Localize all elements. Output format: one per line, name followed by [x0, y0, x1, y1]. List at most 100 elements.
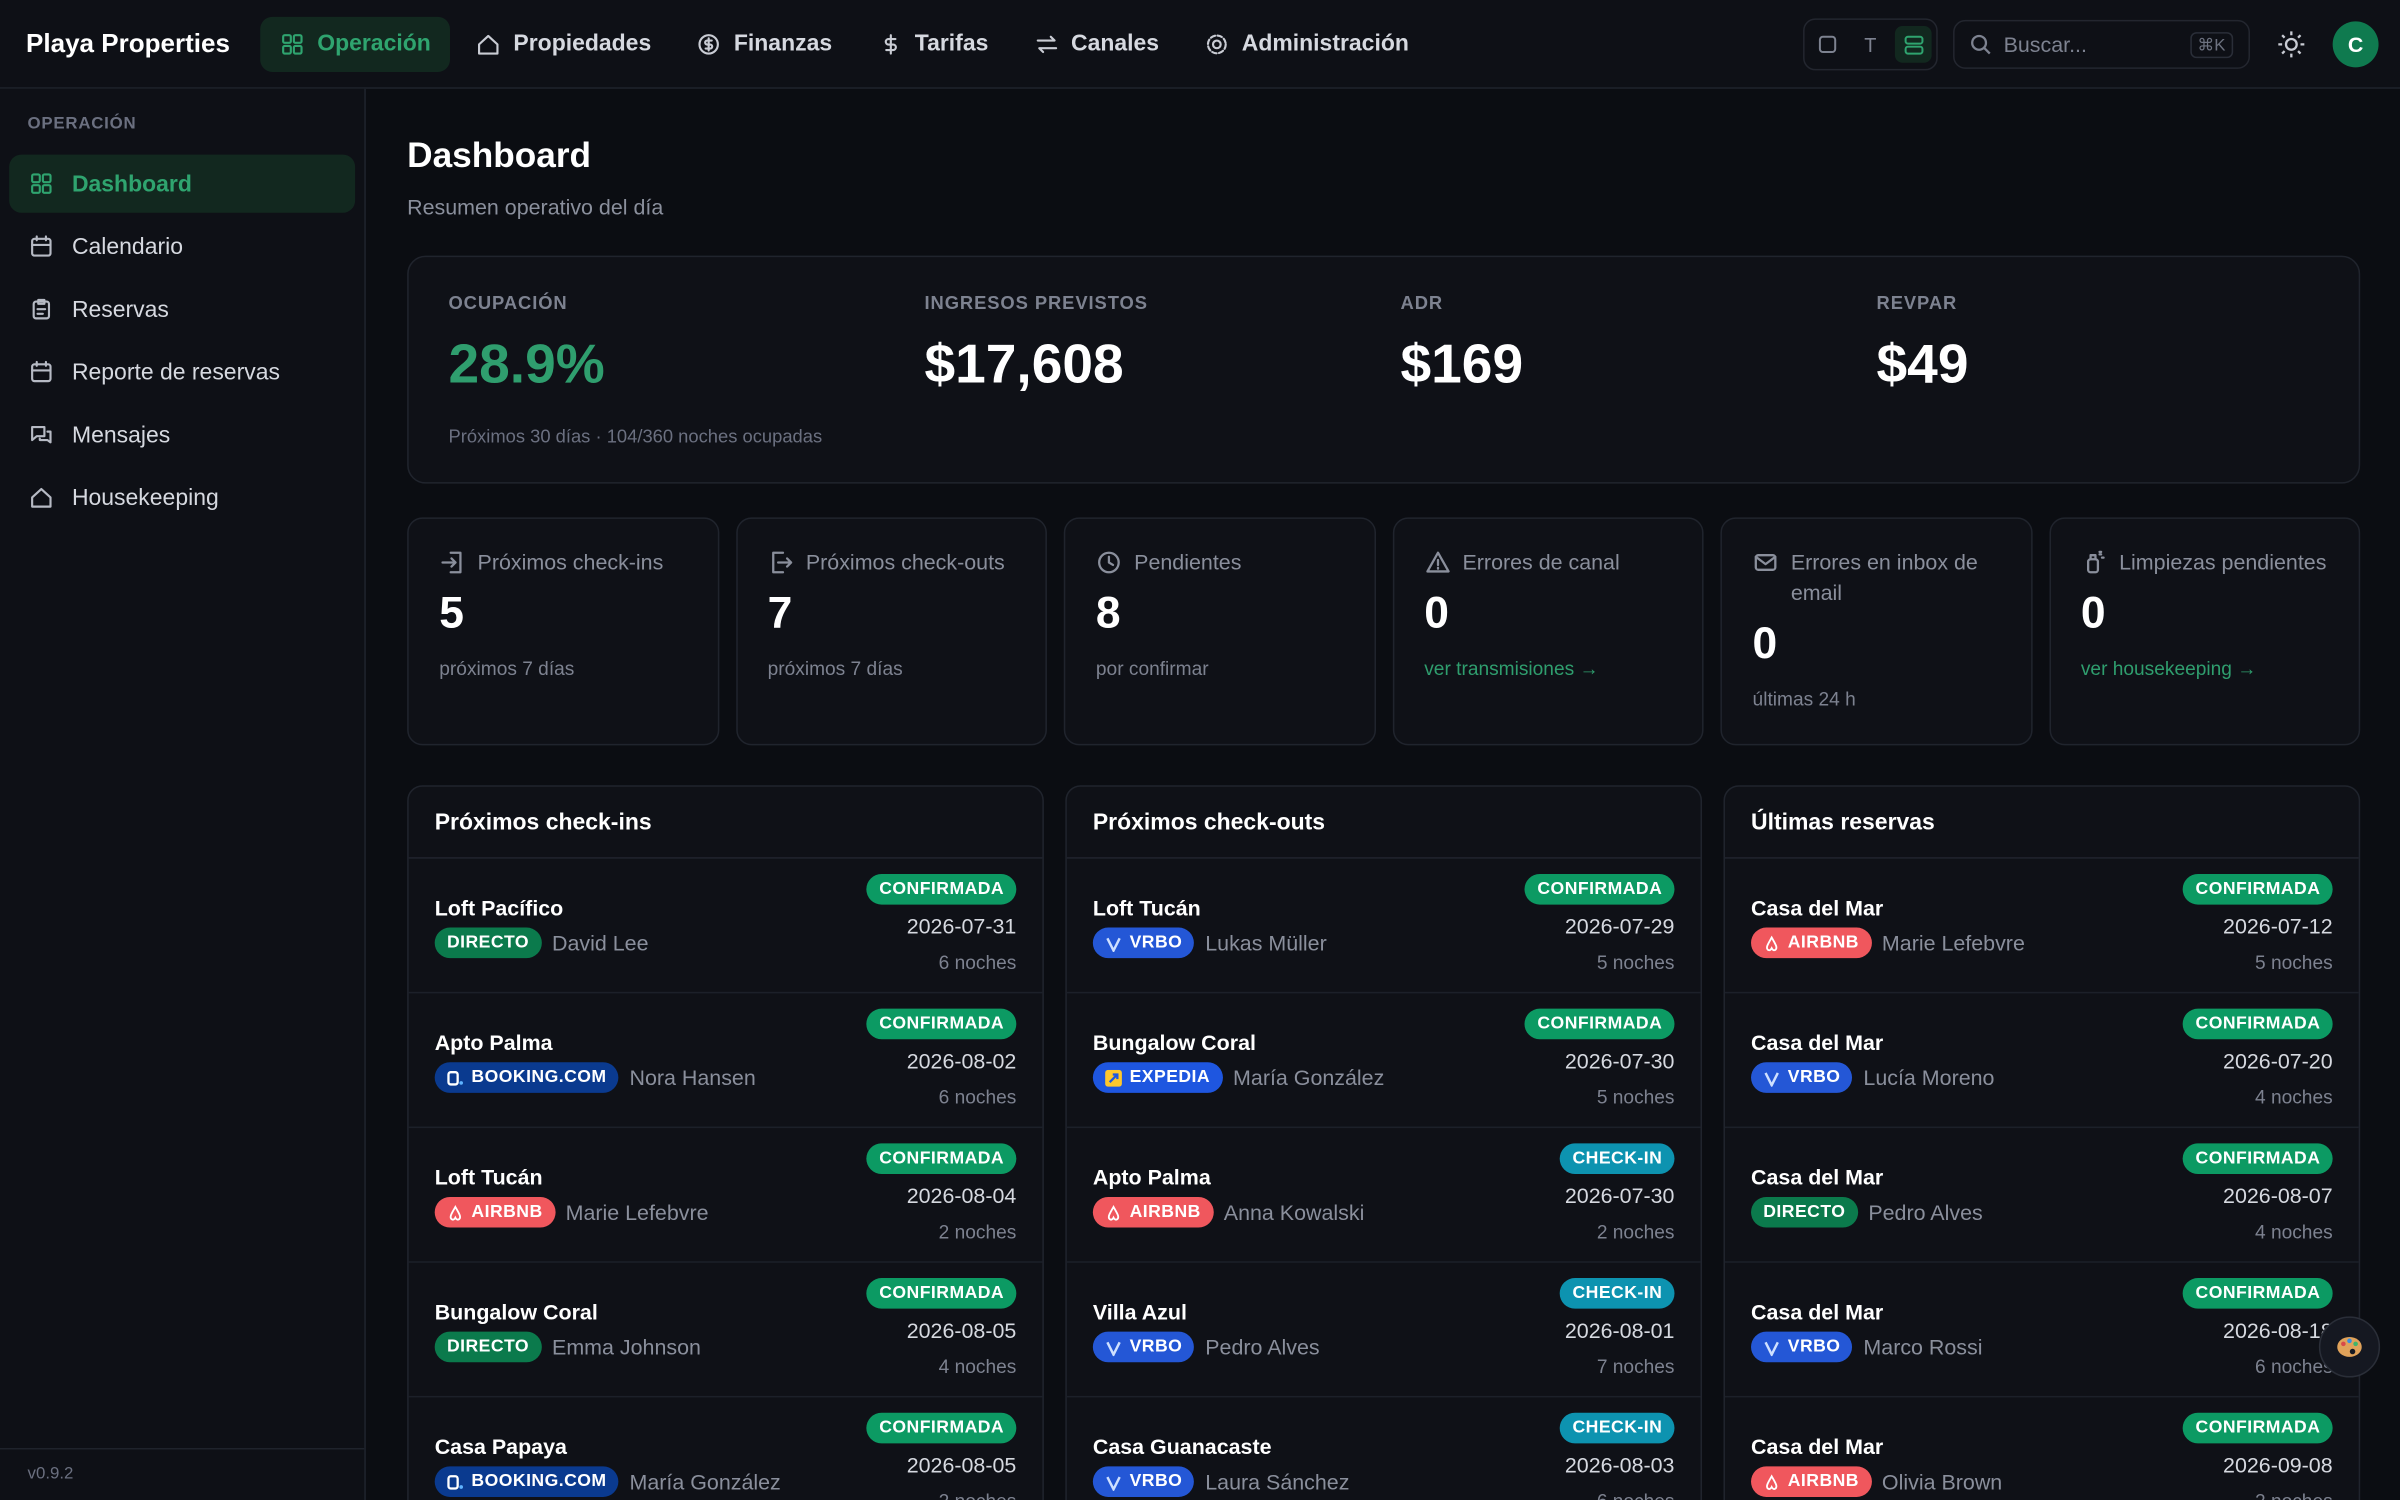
channel-icon	[1105, 1069, 1122, 1086]
reservation-row[interactable]: Casa del Mar VRBO Lucía Moreno CONFIRMADA 20…	[1724, 993, 2359, 1129]
sidebar-label: Calendario	[71, 233, 183, 260]
toggle-box[interactable]	[1809, 26, 1846, 63]
icon	[441, 551, 462, 574]
reservation-row[interactable]: Apto Palma BOOKING.COM Nora Hansen CONFIRMA…	[408, 993, 1043, 1129]
sidebar-item[interactable]: Calendario	[9, 217, 355, 275]
channel-badge: VRBO	[1751, 1062, 1853, 1093]
channel-line: EXPEDIA María González	[1092, 1062, 1384, 1093]
page-title: Dashboard	[407, 134, 592, 175]
guest: Emma Johnson	[552, 1334, 701, 1360]
nav-label: Administración	[1241, 30, 1409, 57]
palette-button[interactable]	[2318, 1316, 2381, 1378]
reservation-row[interactable]: Loft Tucán VRBO Lukas Müller CONFIRMADA 2026…	[1066, 859, 1701, 994]
nights: 5 noches	[1596, 952, 1675, 974]
channel-line: AIRBNB Marie Lefebvre	[434, 1196, 709, 1228]
stat-value: 0	[1424, 589, 1449, 639]
stat-card: Errores en inbox de email 0 últimas 24 h	[1720, 517, 2032, 746]
panels: Próximos check-ins Loft Pacífico DIRECTO Da…	[407, 785, 2361, 1500]
icon	[31, 360, 52, 383]
sidebar-section: OPERACIÓN	[27, 114, 137, 134]
panel-title: Próximos check-outs	[1066, 787, 1701, 859]
channel-name: AIRBNB	[1787, 1472, 1859, 1491]
channel-icon	[1764, 1071, 1779, 1086]
property: Casa del Mar	[1751, 1030, 1884, 1055]
channel-icon	[1764, 1341, 1779, 1356]
property: Bungalow Coral	[1092, 1030, 1256, 1055]
reservation-row[interactable]: Loft Tucán AIRBNB Marie Lefebvre CONFIRMADA…	[408, 1128, 1043, 1263]
reservation-row[interactable]: Casa Papaya BOOKING.COM María González CONF…	[409, 1397, 1043, 1500]
reservation-row[interactable]: Casa Guanacaste VRBO Laura Sánchez CHECK-IN…	[1067, 1397, 1701, 1500]
stat-link[interactable]: ver housekeeping →	[2080, 658, 2257, 680]
reservation-row[interactable]: Casa del Mar AIRBNB Olivia Brown CONFIRMADA…	[1725, 1397, 2359, 1500]
sidebar-item[interactable]: Reporte de reservas	[9, 343, 355, 401]
sidebar-label: Mensajes	[71, 421, 171, 448]
view-toggles: T	[1803, 18, 1938, 71]
nights: 4 noches	[938, 1356, 1017, 1378]
channel-icon	[1766, 1473, 1778, 1490]
channel-badge: AIRBNB	[1751, 1466, 1872, 1497]
channel-badge: DIRECTO	[1751, 1196, 1858, 1228]
reservation-row[interactable]: Casa del Mar VRBO Marco Rossi CONFIRMADA 202…	[1724, 1263, 2359, 1398]
status-badge: CONFIRMADA	[866, 1412, 1017, 1444]
channel-line: VRBO Pedro Alves	[1092, 1331, 1320, 1363]
toggle-layout[interactable]	[1894, 26, 1932, 63]
panel-title: Próximos check-ins	[408, 787, 1043, 859]
status-badge: CONFIRMADA	[2183, 873, 2333, 905]
reservation-row[interactable]: Apto Palma AIRBNB Anna Kowalski CHECK-IN 202…	[1066, 1128, 1701, 1263]
avatar[interactable]: C	[2332, 21, 2379, 68]
reservation-row[interactable]: Villa Azul VRBO Pedro Alves CHECK-IN 2026-08…	[1066, 1263, 1701, 1398]
nav-label: Propiedades	[513, 30, 652, 57]
channel-name: VRBO	[1129, 1472, 1183, 1491]
channel-line: DIRECTO Emma Johnson	[434, 1331, 701, 1363]
nav-item[interactable]: Propiedades	[457, 16, 671, 71]
toggle-text[interactable]: T	[1864, 32, 1877, 56]
channel-icon	[1106, 936, 1121, 952]
nav-item[interactable]: Tarifas	[858, 16, 1008, 71]
page-subtitle: Resumen operativo del día	[407, 194, 664, 219]
stat-note: próximos 7 días	[767, 658, 903, 680]
reservation-row[interactable]: Bungalow Coral EXPEDIA María González CONFI…	[1066, 993, 1701, 1129]
sidebar-item[interactable]: Mensajes	[9, 406, 355, 464]
stat-value: 0	[1752, 619, 1778, 669]
stat-label-row: Próximos check-outs	[768, 546, 1015, 577]
reservation-row[interactable]: Bungalow Coral DIRECTO Emma Johnson CONFIRM…	[408, 1263, 1043, 1398]
icon	[478, 34, 500, 54]
stat-card: Limpiezas pendientes 0 ver housekeeping →	[2048, 517, 2361, 746]
brand[interactable]: Playa Properties	[26, 28, 230, 58]
stat-link[interactable]: ver transmisiones →	[1424, 658, 1599, 680]
reservation-row[interactable]: Casa del Mar DIRECTO Pedro Alves CONFIRMADA…	[1724, 1128, 2359, 1263]
icon	[1207, 33, 1228, 54]
channel-icon	[1106, 1475, 1121, 1491]
guest: Olivia Brown	[1881, 1469, 2003, 1494]
stat-label-row: Limpiezas pendientes	[2081, 546, 2328, 577]
channel-name: AIRBNB	[471, 1203, 543, 1222]
property: Casa del Mar	[1751, 1434, 1884, 1459]
shortcut: ⌘K	[2189, 31, 2234, 58]
sidebar-items: Dashboard Calendario Reservas Reporte de re…	[0, 154, 364, 527]
channel-badge: BOOKING.COM	[434, 1062, 619, 1093]
stat-label-row: Próximos check-ins	[439, 546, 686, 577]
nav-item[interactable]: Operación	[260, 16, 451, 72]
nav-item[interactable]: Canales	[1014, 16, 1179, 71]
reservation-row[interactable]: Loft Pacífico DIRECTO David Lee CONFIRMADA 2…	[408, 859, 1043, 994]
search-placeholder: Buscar...	[2003, 32, 2087, 57]
date: 2026-08-07	[2223, 1183, 2333, 1208]
nav-item[interactable]: Finanzas	[677, 16, 852, 71]
nights: 6 noches	[938, 1086, 1017, 1109]
status-badge: CHECK-IN	[1560, 1278, 1675, 1309]
panel-title: Últimas reservas	[1724, 787, 2359, 859]
sidebar-item[interactable]: Dashboard	[9, 154, 356, 213]
theme-toggle[interactable]	[2278, 31, 2306, 59]
nav-item[interactable]: Administración	[1185, 16, 1429, 71]
date: 2026-08-02	[906, 1048, 1017, 1073]
sidebar-item[interactable]: Reservas	[9, 280, 355, 338]
kpi-cell: ADR $169	[1401, 292, 1524, 396]
reservation-row[interactable]: Casa del Mar AIRBNB Marie Lefebvre CONFIRMA…	[1724, 859, 2359, 994]
nights: 7 noches	[1596, 1356, 1675, 1378]
icon	[31, 173, 52, 194]
guest: Nora Hansen	[629, 1065, 756, 1090]
sidebar-item[interactable]: Housekeeping	[9, 468, 355, 526]
search-box[interactable]: Buscar... ⌘K	[1953, 19, 2250, 69]
